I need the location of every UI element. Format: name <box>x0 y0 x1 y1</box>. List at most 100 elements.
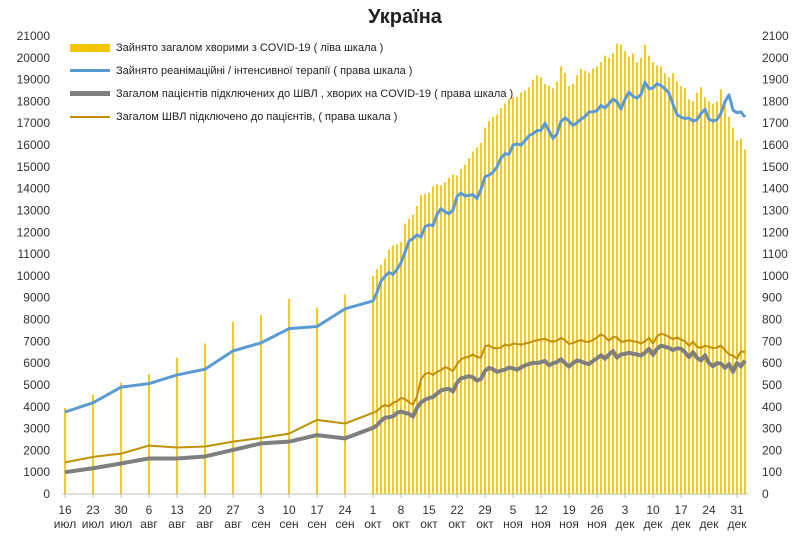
bar <box>484 127 486 494</box>
x-tick-label: 1 <box>370 503 377 517</box>
x-tick-label: ноя <box>531 517 551 531</box>
bar <box>404 223 406 494</box>
x-tick-label: 23 <box>86 503 100 517</box>
bar <box>540 77 542 494</box>
y-tick-left: 3000 <box>23 422 50 436</box>
x-tick-label: 10 <box>282 503 296 517</box>
x-tick-label: сен <box>307 517 326 531</box>
bar <box>684 88 686 494</box>
y-tick-right: 0 <box>762 487 769 501</box>
bar <box>120 382 122 494</box>
legend-label: Зайнято загалом хворими з COVID-19 ( лів… <box>116 42 384 54</box>
bar <box>600 62 602 495</box>
x-tick-label: ноя <box>559 517 579 531</box>
y-tick-left: 1000 <box>23 465 50 479</box>
bar <box>544 83 546 494</box>
bar <box>380 265 382 494</box>
bar <box>344 294 346 494</box>
bar <box>476 147 478 495</box>
bar <box>656 65 658 494</box>
x-tick-label: дек <box>616 517 636 531</box>
x-tick-label: 10 <box>646 503 660 517</box>
bar <box>148 374 150 494</box>
bar <box>664 73 666 494</box>
x-tick-label: 30 <box>114 503 128 517</box>
bar <box>616 43 618 494</box>
x-tick-label: июл <box>82 517 104 531</box>
bar <box>64 407 66 494</box>
y-tick-left: 20000 <box>17 51 51 65</box>
legend-swatch-icu <box>70 69 110 72</box>
y-tick-right: 400 <box>762 400 782 414</box>
y-tick-right: 1200 <box>762 225 789 239</box>
bar <box>536 75 538 494</box>
bar <box>728 116 730 494</box>
y-tick-left: 13000 <box>17 203 51 217</box>
y-tick-left: 7000 <box>23 334 50 348</box>
bar <box>580 68 582 495</box>
bar <box>408 219 410 494</box>
bar <box>400 242 402 494</box>
y-tick-left: 12000 <box>17 225 51 239</box>
y-tick-left: 16000 <box>17 138 51 152</box>
legend-label: Загалом ШВЛ підключено до пацієнтів, ( п… <box>116 111 398 123</box>
y-tick-left: 18000 <box>17 94 51 108</box>
y-tick-right: 600 <box>762 356 782 370</box>
bar <box>524 90 526 495</box>
x-tick-label: 29 <box>478 503 492 517</box>
bar <box>640 57 642 495</box>
x-tick-label: 20 <box>198 503 212 517</box>
bar <box>584 70 586 495</box>
x-tick-label: 31 <box>730 503 744 517</box>
y-tick-left: 19000 <box>17 73 51 87</box>
x-tick-label: 24 <box>338 503 352 517</box>
bar <box>444 182 446 494</box>
bar <box>424 194 426 494</box>
bar <box>420 195 422 494</box>
bar <box>652 62 654 495</box>
x-tick-label: 24 <box>702 503 716 517</box>
bar <box>560 66 562 494</box>
y-tick-right: 1400 <box>762 182 789 196</box>
bar <box>532 79 534 495</box>
bar <box>740 138 742 494</box>
bar <box>412 214 414 494</box>
bar <box>372 275 374 494</box>
y-tick-left: 6000 <box>23 356 50 370</box>
bar <box>428 193 430 494</box>
bar <box>704 97 706 494</box>
bar <box>592 68 594 495</box>
bar <box>436 184 438 495</box>
bar <box>564 73 566 494</box>
bar <box>384 258 386 494</box>
bar <box>288 298 290 494</box>
bar <box>260 315 262 494</box>
y-tick-right: 900 <box>762 291 782 305</box>
bar <box>612 53 614 494</box>
y-tick-left: 4000 <box>23 400 50 414</box>
x-tick-label: окт <box>448 517 466 531</box>
y-tick-right: 100 <box>762 465 782 479</box>
bar <box>232 321 234 494</box>
bar <box>716 101 718 495</box>
bar <box>720 89 722 495</box>
bar <box>700 87 702 494</box>
x-tick-label: дек <box>700 517 720 531</box>
bar <box>460 169 462 495</box>
series-line <box>64 80 747 414</box>
x-tick-label: 3 <box>622 503 629 517</box>
y-tick-left: 9000 <box>23 291 50 305</box>
legend-swatch-ventilated <box>70 91 110 96</box>
x-tick-label: июл <box>54 517 76 531</box>
y-tick-right: 1500 <box>762 160 789 174</box>
bar <box>648 55 650 494</box>
bar <box>492 116 494 494</box>
y-tick-left: 5000 <box>23 378 50 392</box>
bar <box>508 99 510 494</box>
x-tick-label: 13 <box>170 503 184 517</box>
y-tick-left: 14000 <box>17 182 51 196</box>
bar <box>452 174 454 495</box>
y-tick-right: 1300 <box>762 203 789 217</box>
